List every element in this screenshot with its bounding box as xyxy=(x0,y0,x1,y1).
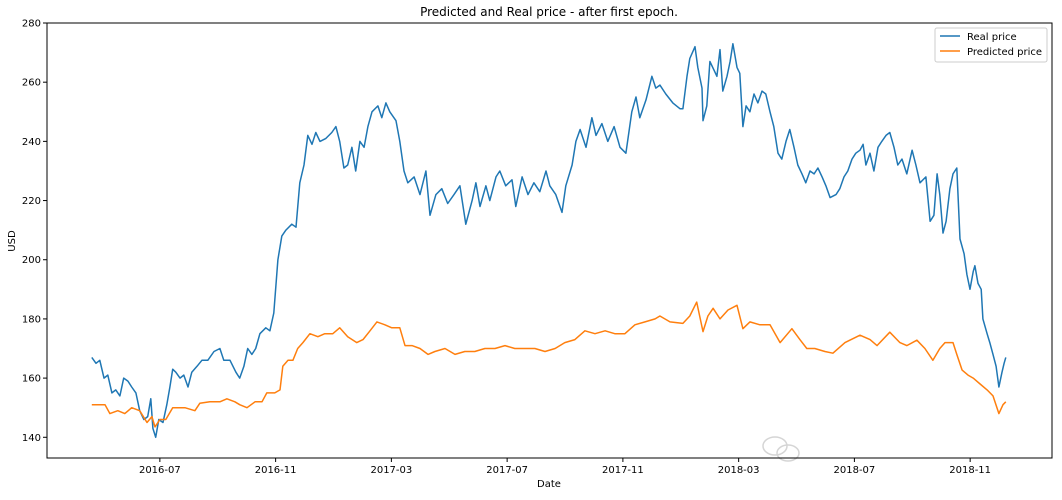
y-tick-label: 160 xyxy=(22,374,41,385)
y-tick-label: 280 xyxy=(22,19,41,30)
plot-frame xyxy=(46,22,1053,459)
watermark xyxy=(762,436,800,462)
x-tick-label: 2017-11 xyxy=(602,465,644,476)
legend-box xyxy=(934,27,1048,63)
x-tick-label: 2018-03 xyxy=(718,465,760,476)
x-tick-label: 2016-07 xyxy=(139,465,181,476)
legend: Real price Predicted price xyxy=(934,27,1048,63)
x-axis-label: Date xyxy=(537,479,561,490)
y-tick-label: 200 xyxy=(22,255,41,266)
legend-label-real: Real price xyxy=(967,32,1017,43)
x-tick-label: 2017-07 xyxy=(486,465,528,476)
x-tick-label: 2017-03 xyxy=(370,465,412,476)
y-tick-label: 220 xyxy=(22,196,41,207)
legend-label-predicted: Predicted price xyxy=(967,47,1042,58)
y-tick-label: 260 xyxy=(22,78,41,89)
x-tick-label: 2016-11 xyxy=(255,465,297,476)
y-tick-label: 140 xyxy=(22,433,41,444)
y-tick-label: 180 xyxy=(22,314,41,325)
y-axis-label: USD xyxy=(7,230,18,252)
wechat-icon xyxy=(762,436,800,462)
x-tick-label: 2018-07 xyxy=(834,465,876,476)
chart-title: Predicted and Real price - after first e… xyxy=(420,5,678,19)
series-line-real-price xyxy=(91,42,1007,439)
series-lines xyxy=(91,42,1007,439)
x-tick-label: 2018-11 xyxy=(949,465,991,476)
axis-ticks: 140 160 180 200 220 240 260 280 2016-07 2016-11 20… xyxy=(22,19,991,477)
y-tick-label: 240 xyxy=(22,137,41,148)
series-line-predicted-price xyxy=(91,301,1007,428)
